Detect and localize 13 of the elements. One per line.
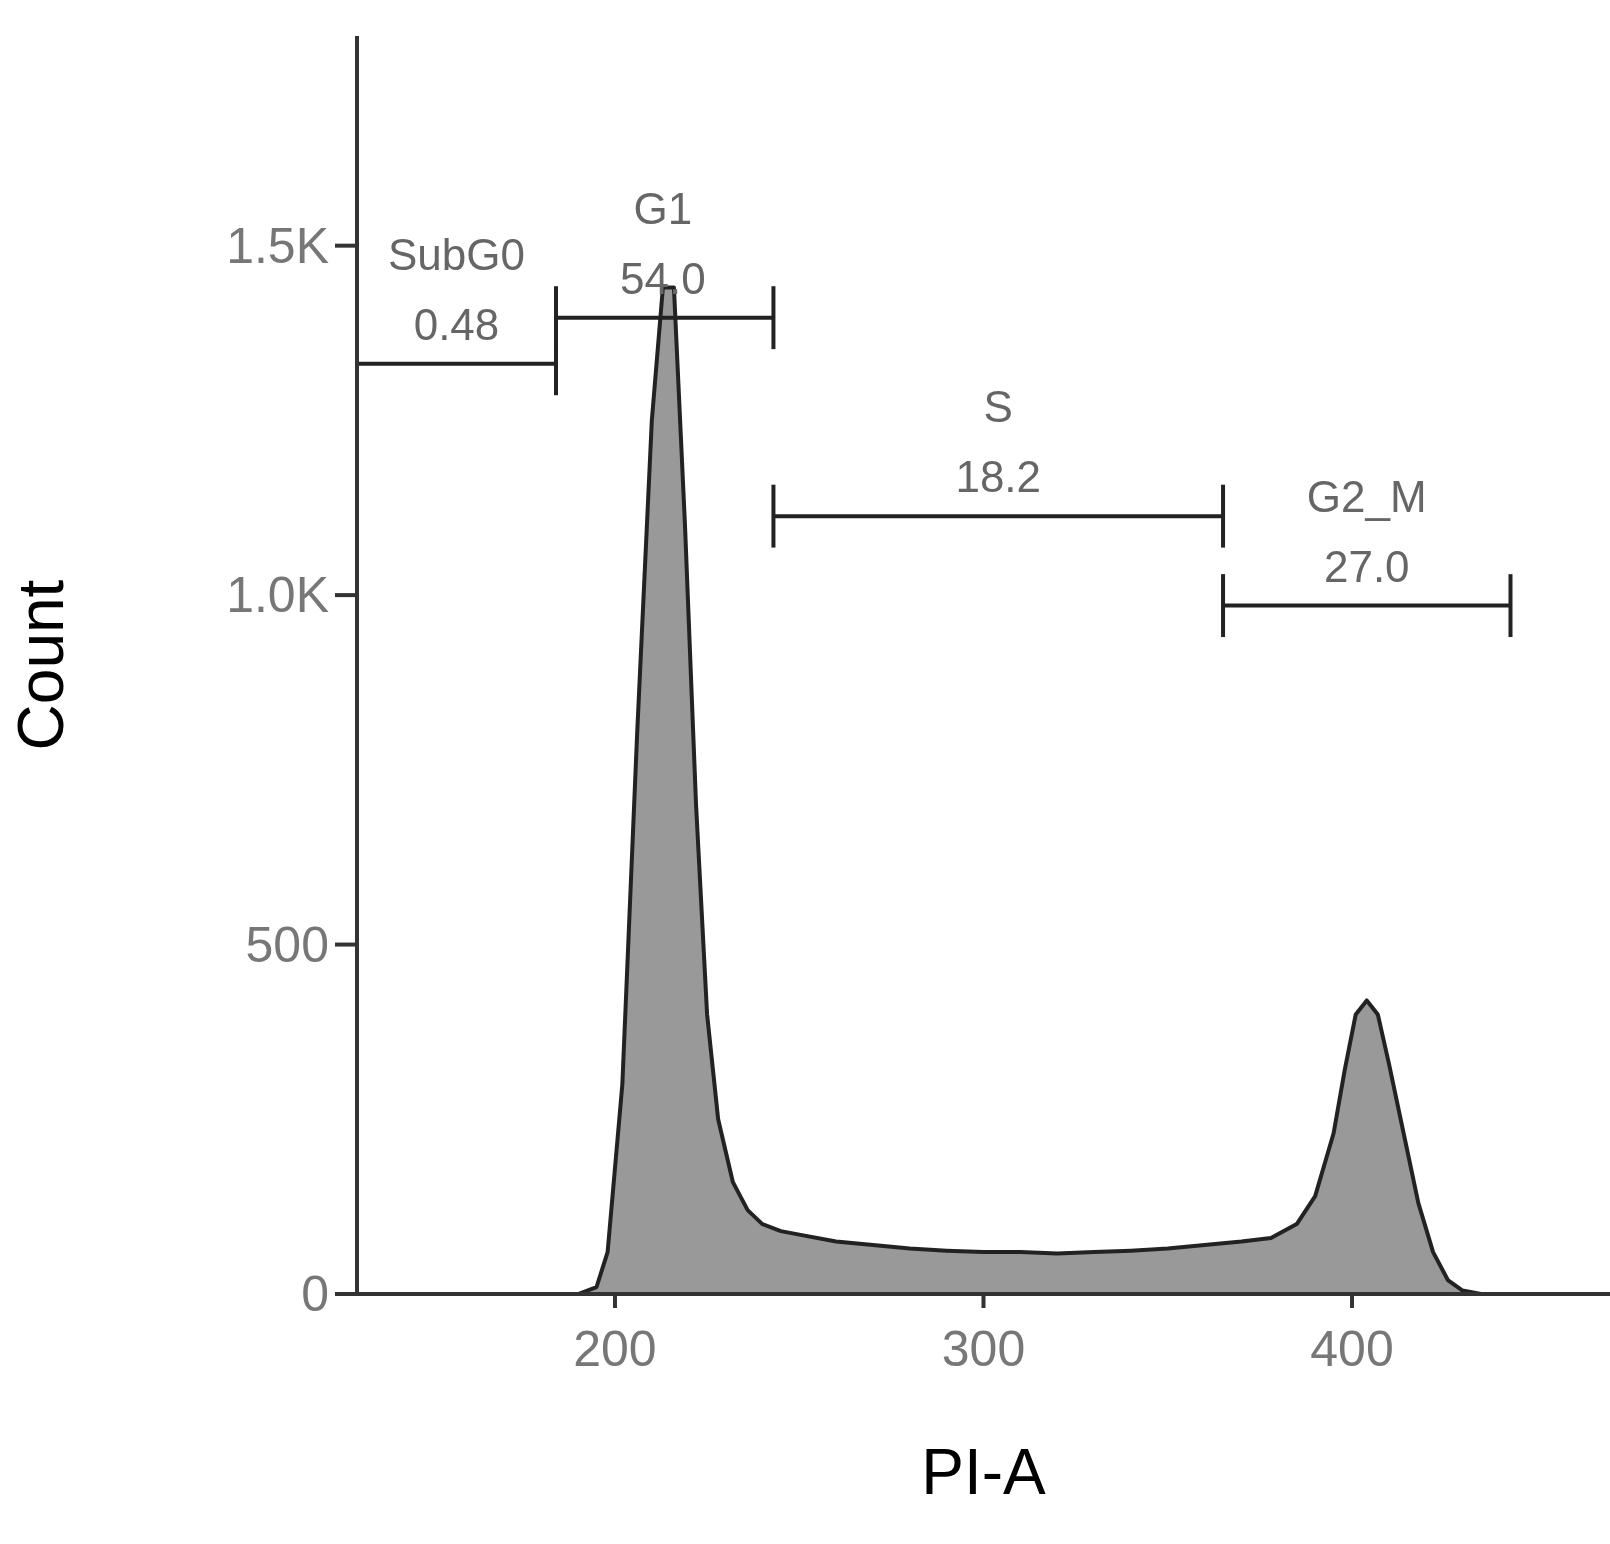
annotation: G2_M 27.0	[1306, 471, 1427, 591]
y-tick-label: 1.0K	[226, 567, 329, 624]
x-tick-label: 200	[573, 1320, 657, 1377]
x-tick-label: 300	[941, 1320, 1026, 1377]
annotation: G1 54.0	[620, 183, 706, 303]
y-axis-title: Count	[4, 579, 77, 751]
annotation: S 18.2	[955, 382, 1042, 502]
y-tick-label: 500	[245, 916, 329, 973]
y-tick-label: 1.5K	[226, 217, 329, 274]
x-tick-label: 400	[1310, 1320, 1394, 1377]
y-tick-label: 0	[301, 1266, 329, 1322]
x-axis-title: PI-A	[921, 1436, 1047, 1508]
annotation: SubG0 0.48	[388, 229, 525, 349]
